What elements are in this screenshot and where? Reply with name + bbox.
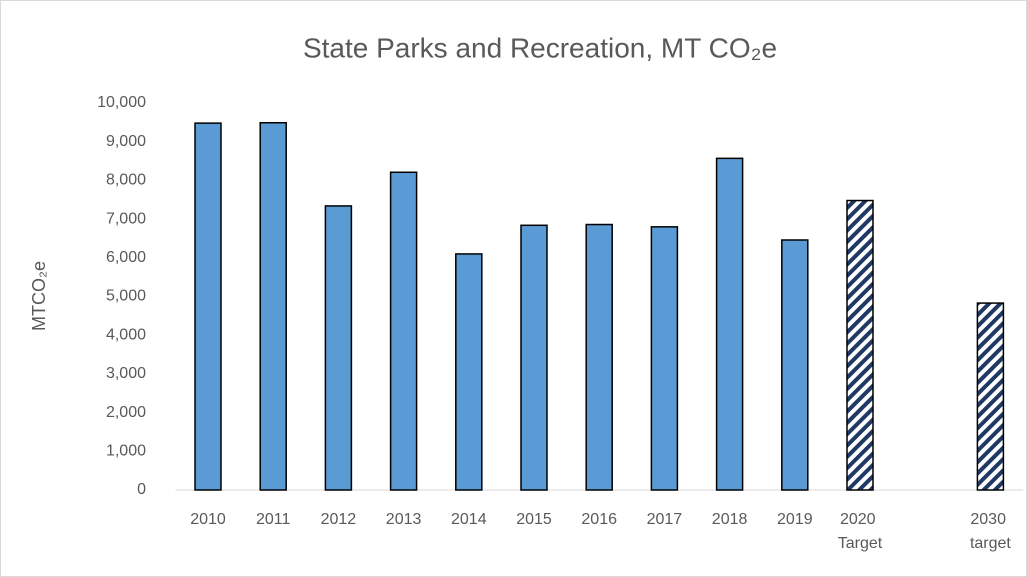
x-tick-label: 2010 <box>190 511 226 528</box>
y-tick-label: 0 <box>137 481 146 498</box>
y-tick-label: 2,000 <box>106 404 146 421</box>
chart-title: State Parks and Recreation, MT CO₂e <box>303 32 777 63</box>
bar <box>455 253 483 491</box>
x-tick-label: 2012 <box>321 511 357 528</box>
bar <box>389 171 418 491</box>
bar <box>715 157 744 491</box>
y-tick-label: 6,000 <box>106 249 146 266</box>
y-tick-label: 5,000 <box>106 288 146 305</box>
y-tick-label: 9,000 <box>106 133 146 150</box>
y-tick-label: 4,000 <box>106 326 146 343</box>
x-tick-label: 2020 Target <box>838 511 883 552</box>
x-tick-label: 2018 <box>712 511 748 528</box>
y-tick-label: 7,000 <box>106 210 146 227</box>
bar <box>781 239 809 491</box>
bar <box>976 302 1005 491</box>
x-tick-label: 2015 <box>516 511 552 528</box>
x-tick-label: 2011 <box>256 511 291 528</box>
y-axis-label: MTCO₂e <box>29 261 49 331</box>
bar <box>585 223 613 491</box>
bar <box>846 199 874 491</box>
x-tick-label: 2014 <box>451 511 487 528</box>
bar <box>324 205 353 491</box>
x-tick-label: 2016 <box>581 511 617 528</box>
bar <box>520 224 548 491</box>
y-tick-label: 3,000 <box>106 365 146 382</box>
bar <box>650 226 679 491</box>
x-tick-label: 2013 <box>386 511 422 528</box>
x-tick-label: 2030 target <box>970 511 1011 552</box>
x-tick-label: 2017 <box>647 511 683 528</box>
x-tick-label: 2019 <box>777 511 813 528</box>
bar <box>259 121 287 491</box>
y-tick-label: 10,000 <box>97 94 146 111</box>
y-tick-label: 8,000 <box>106 172 146 189</box>
y-tick-label: 1,000 <box>106 443 146 460</box>
bar <box>194 122 222 491</box>
